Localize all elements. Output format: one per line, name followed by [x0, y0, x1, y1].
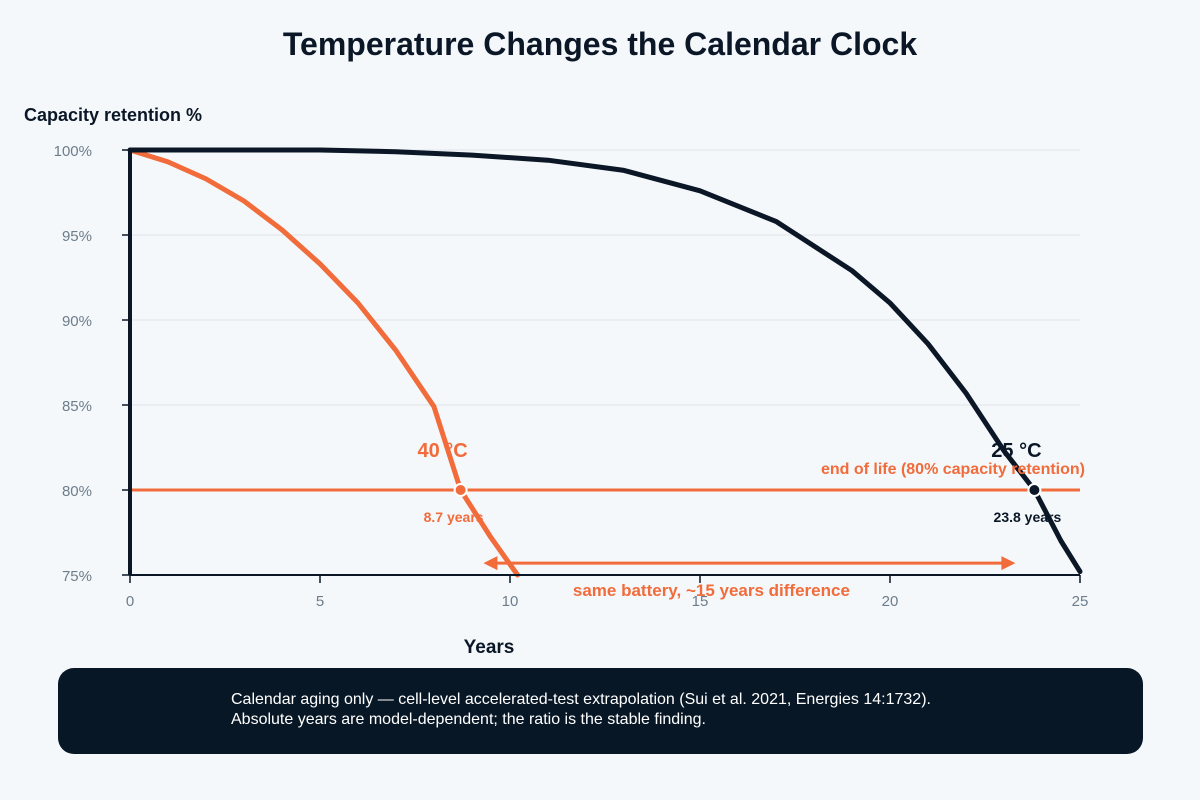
- y-tick-label: 80%: [62, 483, 92, 500]
- series-layer: [127, 147, 1083, 578]
- series-label-40c: 40 °C: [417, 440, 467, 462]
- y-tick-label: 85%: [62, 398, 92, 415]
- difference-arrow-head-left: [483, 556, 498, 571]
- x-tick-label: 25: [1072, 593, 1089, 610]
- eol-marker-label: 8.7 years: [424, 509, 484, 525]
- y-tick-label: 90%: [62, 313, 92, 330]
- axis-layer: 100% 95% 90% 85% 80% 75% 0 5 10 15 20 25: [54, 143, 1089, 610]
- grid-layer: [130, 149, 1080, 576]
- eol-marker-label: 23.8 years: [994, 509, 1062, 525]
- footnote-line-2: Absolute years are model-dependent; the …: [231, 711, 706, 728]
- eol-marker-point: [453, 483, 468, 497]
- x-axis-title: Years: [464, 637, 515, 658]
- y-tick-label: 75%: [62, 568, 92, 585]
- x-tick-label: 15: [692, 593, 709, 610]
- x-tick-label: 5: [316, 593, 324, 610]
- series-label-25c: 25 °C: [991, 440, 1041, 462]
- y-axis-title: Capacity retention %: [24, 105, 202, 125]
- annotation-layer: end of life (80% capacity retention) 40 °…: [417, 440, 1085, 600]
- y-tick-label: 100%: [54, 143, 92, 160]
- series-line-40c: [127, 147, 521, 578]
- difference-arrow-label: same battery, ~15 years difference: [573, 581, 850, 600]
- y-tick-label: 95%: [62, 228, 92, 245]
- difference-arrow-head-right: [1001, 556, 1016, 571]
- x-tick-label: 10: [502, 593, 519, 610]
- series-line-25c: [127, 147, 1083, 575]
- footnote-box: Calendar aging only — cell-level acceler…: [58, 668, 1143, 754]
- eol-marker-point: [1027, 483, 1042, 497]
- eol-threshold-label: end of life (80% capacity retention): [821, 461, 1085, 478]
- x-tick-label: 0: [126, 593, 134, 610]
- x-tick-label: 20: [882, 593, 899, 610]
- chart-title: Temperature Changes the Calendar Clock: [282, 26, 918, 62]
- footnote-line-1: Calendar aging only — cell-level acceler…: [231, 691, 931, 708]
